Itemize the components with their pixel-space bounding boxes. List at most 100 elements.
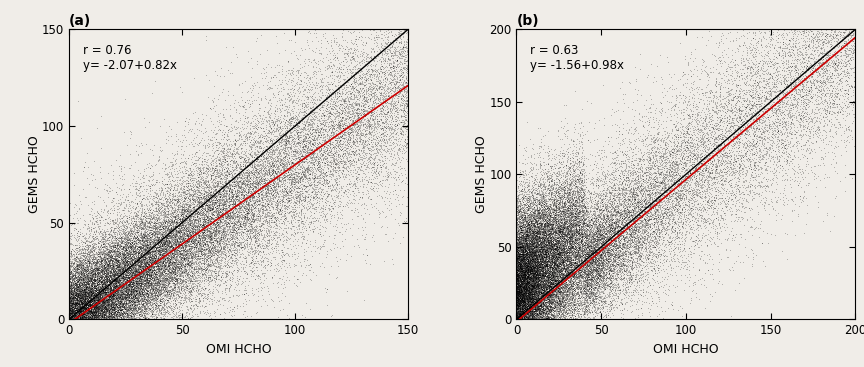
Point <box>543 245 556 251</box>
Point <box>192 223 206 229</box>
Point <box>159 316 173 322</box>
Point <box>273 197 287 203</box>
Point <box>216 226 230 232</box>
Point <box>350 121 364 127</box>
Point <box>105 279 118 284</box>
Point <box>136 224 149 229</box>
Point <box>331 204 345 210</box>
Point <box>524 281 537 287</box>
Point <box>179 246 193 251</box>
Point <box>327 123 341 129</box>
Point <box>511 292 524 298</box>
Point <box>523 316 537 322</box>
Point <box>511 271 524 277</box>
Point <box>544 256 558 262</box>
Point <box>143 258 157 264</box>
Point <box>848 26 861 32</box>
Point <box>215 164 229 170</box>
Point <box>642 148 656 153</box>
Point <box>524 267 537 273</box>
Point <box>158 167 172 172</box>
Point <box>582 228 596 234</box>
Point <box>153 254 167 260</box>
Point <box>136 203 149 208</box>
Point <box>92 316 105 322</box>
Point <box>517 316 530 322</box>
Point <box>697 100 711 106</box>
Point <box>296 143 310 149</box>
Point <box>608 206 622 212</box>
Point <box>532 213 546 219</box>
Point <box>288 112 302 118</box>
Point <box>199 175 213 181</box>
Point <box>810 70 823 76</box>
Point <box>529 262 543 268</box>
Point <box>535 292 549 298</box>
Point <box>572 292 586 298</box>
Point <box>120 237 134 243</box>
Point <box>232 222 245 228</box>
Point <box>330 64 344 70</box>
Point <box>82 301 96 307</box>
Point <box>133 274 147 280</box>
Point <box>511 316 524 322</box>
Point <box>527 316 541 322</box>
Point <box>521 206 535 211</box>
Point <box>560 209 574 215</box>
Point <box>522 279 536 285</box>
Point <box>618 203 632 209</box>
Point <box>681 177 695 183</box>
Point <box>224 282 238 288</box>
Point <box>92 316 105 322</box>
Point <box>265 178 279 184</box>
Point <box>571 219 585 225</box>
Point <box>150 256 164 262</box>
Point <box>130 266 143 272</box>
Point <box>552 228 566 234</box>
Point <box>124 305 138 311</box>
Point <box>512 226 526 232</box>
Point <box>545 230 559 236</box>
Point <box>680 102 694 108</box>
Point <box>639 289 653 295</box>
Point <box>525 305 539 311</box>
Point <box>531 284 545 290</box>
Point <box>101 316 115 322</box>
Point <box>176 283 190 289</box>
Point <box>581 316 595 322</box>
Point <box>87 316 101 322</box>
Point <box>84 289 98 295</box>
Point <box>186 232 200 238</box>
Point <box>575 258 588 264</box>
Point <box>610 305 624 311</box>
Point <box>98 296 112 302</box>
Point <box>118 251 132 257</box>
Point <box>580 309 594 315</box>
Point <box>830 55 844 61</box>
Point <box>512 198 526 204</box>
Point <box>164 225 178 231</box>
Point <box>188 212 202 218</box>
Point <box>134 306 148 312</box>
Point <box>526 273 540 279</box>
Point <box>593 219 607 225</box>
Point <box>522 251 536 257</box>
Point <box>117 316 130 322</box>
Point <box>514 249 528 255</box>
Point <box>543 316 556 322</box>
Point <box>805 99 819 105</box>
Point <box>518 249 532 255</box>
Point <box>160 245 174 251</box>
Point <box>552 269 566 275</box>
Point <box>172 285 186 291</box>
Point <box>264 217 277 223</box>
Point <box>628 178 642 184</box>
Point <box>633 169 647 175</box>
Point <box>203 264 217 269</box>
Point <box>547 179 561 185</box>
Point <box>632 206 645 212</box>
Point <box>600 167 614 173</box>
Point <box>76 298 90 304</box>
Point <box>511 316 524 322</box>
Point <box>67 285 81 291</box>
